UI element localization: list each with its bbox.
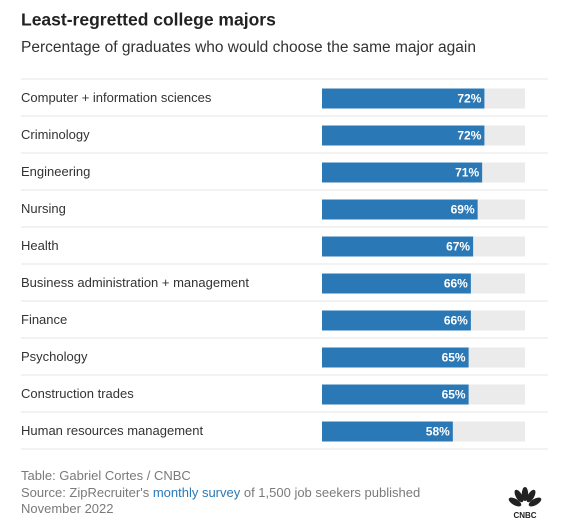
value-label: 65%: [442, 351, 466, 365]
bar: [322, 236, 474, 257]
bar: [322, 199, 478, 220]
bar: [322, 88, 485, 109]
credit: Table: Gabriel Cortes / CNBC: [21, 468, 191, 483]
category-label: Finance: [21, 312, 67, 327]
chart: Least-regretted college majors Percentag…: [21, 10, 548, 450]
category-label: Construction trades: [21, 386, 134, 401]
category-label: Computer + information sciences: [21, 90, 212, 105]
bar: [322, 421, 453, 442]
category-label: Human resources management: [21, 423, 203, 438]
logo-mark: [508, 487, 542, 507]
value-label: 67%: [446, 240, 470, 254]
value-label: 72%: [457, 129, 481, 143]
source-link[interactable]: monthly survey: [152, 484, 241, 500]
footer: Table: Gabriel Cortes / CNBC Source: Zip…: [21, 468, 483, 518]
bar: [322, 347, 469, 368]
value-label: 71%: [455, 166, 479, 180]
bar: [322, 125, 485, 146]
source-text: of 1,500 job seekers published November …: [21, 484, 421, 517]
value-label: 66%: [444, 277, 468, 291]
source: Source: ZipRecruiter's monthly survey of…: [21, 485, 483, 518]
category-label: Psychology: [21, 349, 88, 364]
category-label: Nursing: [21, 201, 66, 216]
category-label: Health: [21, 238, 59, 253]
category-label: Engineering: [21, 164, 90, 179]
category-label: Business administration + management: [21, 275, 249, 290]
category-label: Criminology: [21, 127, 90, 142]
value-label: 69%: [451, 203, 475, 217]
source-text: Source: ZipRecruiter's: [21, 484, 153, 500]
chart-subtitle: Percentage of graduates who would choose…: [21, 39, 476, 56]
logo: CNBC: [508, 487, 542, 520]
chart-title: Least-regretted college majors: [21, 10, 276, 30]
value-label: 58%: [426, 425, 450, 439]
value-label: 65%: [442, 388, 466, 402]
value-label: 66%: [444, 314, 468, 328]
bar: [322, 384, 469, 405]
bar: [322, 162, 483, 183]
bar: [322, 273, 471, 294]
bar: [322, 310, 471, 331]
value-label: 72%: [457, 92, 481, 106]
logo-text: CNBC: [513, 511, 536, 520]
